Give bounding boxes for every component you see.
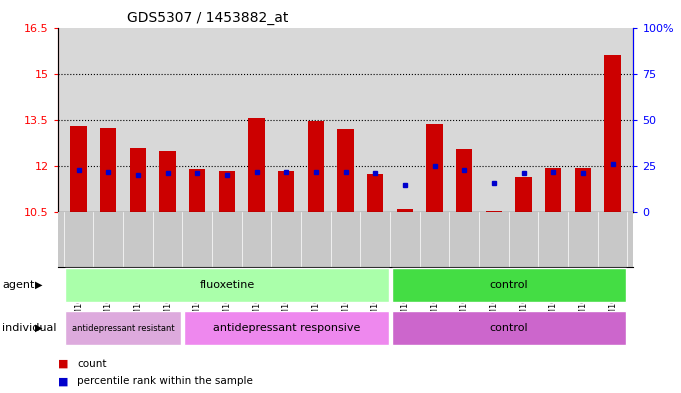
Bar <box>130 147 146 212</box>
Text: ▶: ▶ <box>35 280 43 290</box>
Text: fluoxetine: fluoxetine <box>200 280 255 290</box>
Bar <box>605 55 620 212</box>
Text: count: count <box>77 358 106 369</box>
Bar <box>308 121 324 212</box>
Text: control: control <box>490 323 528 333</box>
Bar <box>545 167 561 212</box>
Text: individual: individual <box>2 323 57 333</box>
Text: antidepressant responsive: antidepressant responsive <box>212 323 360 333</box>
Text: GDS5307 / 1453882_at: GDS5307 / 1453882_at <box>127 11 288 25</box>
Text: agent: agent <box>2 280 35 290</box>
Bar <box>392 268 626 302</box>
Text: antidepressant resistant: antidepressant resistant <box>72 324 174 332</box>
Bar <box>219 171 235 212</box>
Bar <box>516 177 532 212</box>
Bar <box>71 126 86 212</box>
Bar <box>249 118 265 212</box>
Bar <box>338 129 353 212</box>
Bar <box>65 268 389 302</box>
Bar <box>159 151 176 212</box>
Bar <box>456 149 473 212</box>
Text: control: control <box>490 280 528 290</box>
Bar <box>184 311 389 345</box>
Bar <box>397 209 413 212</box>
Bar <box>486 211 502 212</box>
Text: ▶: ▶ <box>35 323 43 333</box>
Bar <box>575 167 591 212</box>
Bar <box>65 311 181 345</box>
Text: ■: ■ <box>58 358 68 369</box>
Bar <box>392 311 626 345</box>
Bar <box>100 128 116 212</box>
Bar <box>367 174 383 212</box>
Bar <box>278 171 294 212</box>
Text: ■: ■ <box>58 376 68 386</box>
Bar <box>426 125 443 212</box>
Bar <box>189 169 206 212</box>
Text: percentile rank within the sample: percentile rank within the sample <box>77 376 253 386</box>
